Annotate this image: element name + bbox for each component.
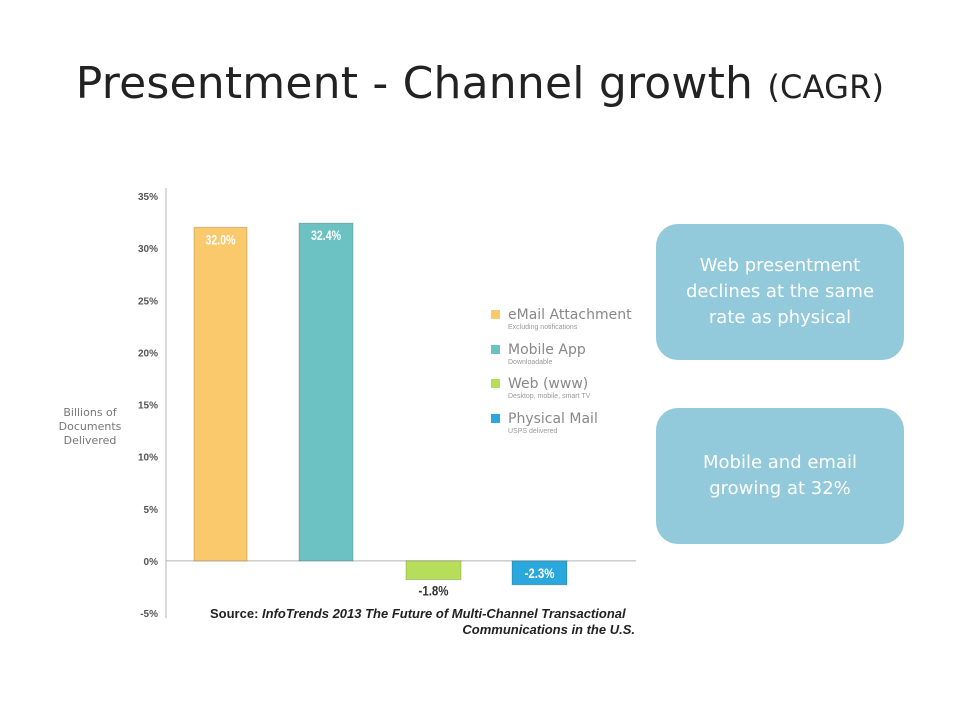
callout-web-presentment: Web presentment declines at the same rat… — [656, 224, 904, 360]
y-tick-label: 15% — [138, 401, 158, 412]
y-tick-label: 30% — [138, 244, 158, 255]
legend-swatch — [491, 379, 500, 388]
bar-mobile-app — [298, 222, 354, 562]
y-tick-label: 35% — [138, 192, 158, 203]
legend-label: eMail Attachment — [508, 307, 632, 323]
callout-text: Mobile and email growing at 32% — [703, 452, 857, 499]
title-text: Presentment - Channel growth — [75, 58, 754, 109]
y-tick-label: -5% — [140, 609, 158, 620]
y-tick-label: 0% — [144, 557, 159, 568]
data-label: 32.0% — [206, 231, 236, 247]
source-line-2: Communications in the U.S. — [462, 622, 635, 637]
y-axis-title-line: Documents — [59, 420, 122, 433]
bar-web-www — [405, 560, 462, 581]
legend-label: Physical Mail — [508, 411, 598, 427]
y-axis-title-line: Delivered — [64, 434, 117, 447]
bar-email-attachment — [193, 226, 248, 562]
callout-mobile-email: Mobile and email growing at 32% — [656, 408, 904, 544]
y-tick-label: 20% — [138, 348, 158, 359]
data-label: -1.8% — [419, 583, 449, 599]
legend-swatch — [491, 345, 500, 354]
legend-swatch — [491, 310, 500, 319]
legend-sublabel: Downloadable — [508, 359, 552, 366]
y-tick-label: 5% — [144, 505, 159, 516]
legend-sublabel: Desktop, mobile, smart TV — [508, 393, 591, 400]
source-label: Source: — [210, 606, 259, 621]
legend-sublabel: USPS delivered — [508, 428, 558, 435]
source-note: Source: InfoTrends 2013 The Future of Mu… — [210, 606, 635, 638]
y-tick-label: 25% — [138, 296, 158, 307]
legend-swatch — [491, 414, 500, 423]
title-suffix: (CAGR) — [767, 68, 885, 106]
data-label: -2.3% — [525, 565, 555, 581]
y-axis-title-line: Billions of — [63, 406, 117, 419]
source-line-1: InfoTrends 2013 The Future of Multi-Chan… — [262, 606, 626, 621]
bar-physical-mail — [511, 560, 568, 586]
legend-sublabel: Excluding notifications — [508, 324, 578, 331]
callout-text: Web presentment declines at the same rat… — [685, 255, 875, 328]
y-tick-label: 10% — [138, 453, 158, 464]
legend-label: Web (www) — [508, 376, 588, 392]
data-label: 32.4% — [311, 227, 341, 243]
slide-title: Presentment - Channel growth (CAGR) — [0, 58, 960, 109]
legend-label: Mobile App — [508, 342, 586, 358]
